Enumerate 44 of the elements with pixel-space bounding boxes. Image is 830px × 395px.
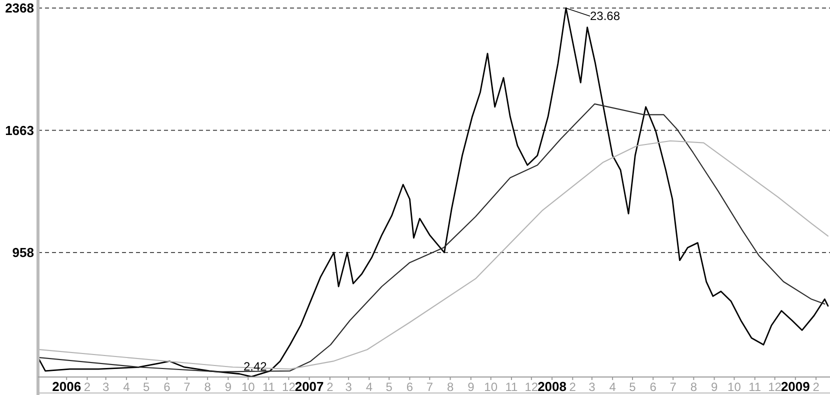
x-tick-label: 4 bbox=[366, 380, 373, 394]
x-tick-label: 2 bbox=[812, 380, 820, 394]
x-tick-label: 4 bbox=[123, 380, 130, 394]
x-tick-label: 8 bbox=[204, 380, 212, 394]
y-tick-label: 958 bbox=[12, 245, 34, 260]
x-tick-label: 8 bbox=[446, 380, 454, 394]
x-tick-label: 9 bbox=[224, 380, 232, 394]
x-tick-label: 3 bbox=[102, 380, 110, 394]
x-tick-label: 12 bbox=[282, 380, 296, 394]
x-tick-label: 7 bbox=[670, 380, 677, 394]
x-tick-label: 2008 bbox=[538, 379, 566, 394]
x-tick-label: 3 bbox=[345, 380, 352, 394]
x-tick-label: 7 bbox=[184, 380, 191, 394]
annotation: 23.68 bbox=[590, 9, 620, 24]
x-tick-label: 5 bbox=[629, 380, 636, 394]
x-tick-label: 12 bbox=[524, 380, 538, 394]
y-tick-label: 1663 bbox=[5, 122, 34, 138]
x-tick-label: 2 bbox=[569, 380, 576, 394]
x-tick-label: 9 bbox=[710, 380, 718, 394]
x-tick-label: 11 bbox=[505, 380, 518, 394]
x-tick-label: 10 bbox=[728, 380, 742, 394]
x-tick-label: 6 bbox=[650, 380, 657, 394]
x-tick-label: 6 bbox=[164, 380, 171, 394]
x-tick-label: 12 bbox=[768, 380, 782, 394]
y-tick-label: 2368 bbox=[5, 0, 34, 16]
x-tick-label: 5 bbox=[143, 380, 150, 394]
x-tick-label: 4 bbox=[609, 380, 616, 394]
x-tick-label: 3 bbox=[588, 380, 596, 394]
x-tick-label: 7 bbox=[426, 380, 434, 394]
x-tick-label: 6 bbox=[406, 380, 414, 394]
x-tick-label: 2 bbox=[326, 380, 334, 394]
x-tick-label: 10 bbox=[241, 380, 256, 394]
x-tick-label: 8 bbox=[690, 380, 698, 394]
x-tick-label: 5 bbox=[386, 380, 393, 394]
x-tick-label: 11 bbox=[748, 380, 762, 394]
line-series bbox=[37, 7, 829, 378]
x-tick-label: 2007 bbox=[294, 379, 324, 394]
x-tick-label: 2006 bbox=[52, 379, 82, 394]
x-tick-label: 2 bbox=[84, 380, 91, 394]
x-tick-label: 2009 bbox=[780, 379, 810, 394]
x-tick-label: 10 bbox=[484, 380, 498, 394]
x-tick-label: 11 bbox=[262, 380, 276, 394]
x-tick-label: 9 bbox=[468, 380, 475, 394]
annotation: 2.42 bbox=[243, 360, 268, 374]
